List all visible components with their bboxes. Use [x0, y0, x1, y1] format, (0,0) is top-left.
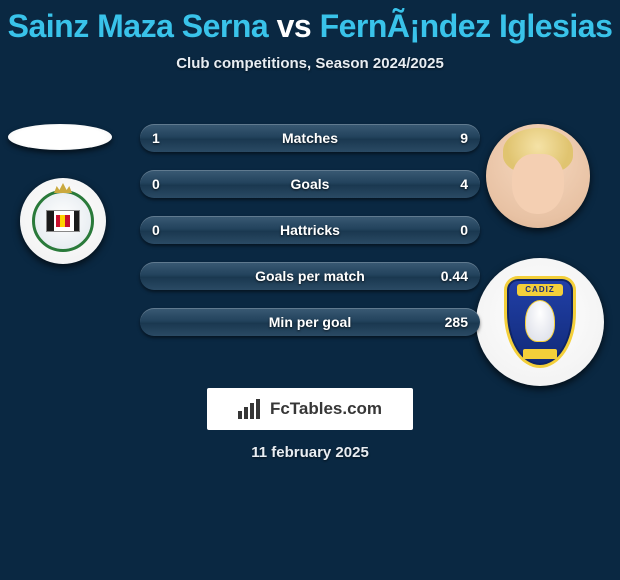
crown-icon — [54, 183, 72, 193]
club2-base — [523, 349, 557, 359]
headline-separator: vs — [277, 8, 312, 44]
player2-face — [512, 154, 564, 214]
stat-row-hattricks: 0 Hattricks 0 — [140, 216, 480, 244]
stat-left: 0 — [152, 176, 160, 192]
club2-shield: CADIZ — [504, 276, 576, 368]
stat-right: 0.44 — [441, 268, 468, 284]
club2-figure — [525, 300, 555, 342]
club1-flag — [46, 210, 80, 232]
stat-left: 1 — [152, 130, 160, 146]
brand-text: FcTables.com — [270, 399, 382, 419]
stat-left: 0 — [152, 222, 160, 238]
player1-avatar — [8, 124, 112, 150]
brand-box: FcTables.com — [207, 388, 413, 430]
bar-chart-icon — [238, 399, 264, 419]
stat-label: Hattricks — [280, 222, 340, 238]
stat-right: 9 — [460, 130, 468, 146]
stat-row-min-per-goal: Min per goal 285 — [140, 308, 480, 336]
stat-label: Min per goal — [269, 314, 351, 330]
comparison-headline: Sainz Maza Serna vs FernÃ¡ndez Iglesias — [0, 0, 620, 45]
headline-player2: FernÃ¡ndez Iglesias — [320, 8, 613, 44]
club1-flag-inner — [56, 215, 70, 227]
headline-player1: Sainz Maza Serna — [8, 8, 269, 44]
subheadline: Club competitions, Season 2024/2025 — [0, 55, 620, 72]
stats-block: 1 Matches 9 0 Goals 4 0 Hattricks 0 Goal… — [140, 124, 480, 354]
club2-banner: CADIZ — [517, 284, 563, 296]
stat-label: Goals — [291, 176, 330, 192]
player2-avatar — [486, 124, 590, 228]
player2-club-badge: CADIZ — [476, 258, 604, 386]
player1-club-badge — [20, 178, 106, 264]
stat-row-matches: 1 Matches 9 — [140, 124, 480, 152]
club1-shield-ring — [32, 190, 94, 252]
stat-label: Goals per match — [255, 268, 365, 284]
date-line: 11 february 2025 — [0, 444, 620, 461]
stat-label: Matches — [282, 130, 338, 146]
stat-right: 4 — [460, 176, 468, 192]
stat-right: 285 — [445, 314, 468, 330]
stat-right: 0 — [460, 222, 468, 238]
stat-row-goals: 0 Goals 4 — [140, 170, 480, 198]
stat-row-goals-per-match: Goals per match 0.44 — [140, 262, 480, 290]
